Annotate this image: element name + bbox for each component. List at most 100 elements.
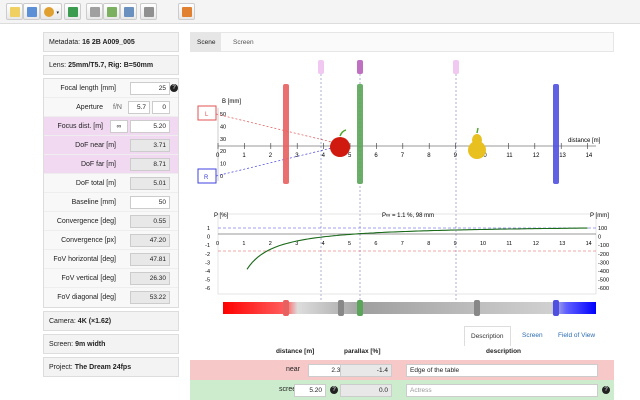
grid-icon <box>182 7 192 17</box>
screen-distance-input[interactable]: 5.20 <box>294 384 326 397</box>
fov-h-label: FoV horizontal [deg] <box>53 256 116 263</box>
parallax-right-tick: -300 <box>598 260 609 266</box>
distance-tick-label: 14 <box>586 153 593 159</box>
table-row-near[interactable]: near 2.30 -1.4 Edge of the table <box>190 360 614 380</box>
near-handle[interactable] <box>283 300 289 316</box>
distance-tick-label: 6 <box>374 153 378 159</box>
tools-button[interactable] <box>140 3 157 20</box>
camera-value: 4K (×1.62) <box>77 318 112 325</box>
lens-panel[interactable]: Lens: 25mm/T5.7, Rig: B=50mm <box>43 55 179 75</box>
dof-near-handle[interactable] <box>338 300 344 316</box>
help-icon[interactable]: ? <box>170 84 178 92</box>
tab-screen-detail[interactable]: Screen <box>522 332 543 339</box>
parallax-left-tick: 1 <box>207 226 210 232</box>
parallax-left-tick: -2 <box>205 252 210 258</box>
tab-screen[interactable]: Screen <box>233 39 254 46</box>
aperture-extra-input[interactable]: 0 <box>152 101 170 114</box>
tools-icon <box>144 7 154 17</box>
parallax-left-label: P [%] <box>214 213 229 219</box>
screen-description-input[interactable]: Actress <box>406 384 598 397</box>
focus-marker[interactable] <box>357 60 363 74</box>
right-camera[interactable]: R <box>197 168 217 184</box>
distance-tick-label: 0 <box>216 153 220 159</box>
open-button[interactable] <box>23 3 40 20</box>
focus-infinity-button[interactable]: ∞ <box>110 120 128 133</box>
focus-dist-label: Focus dist. [m] <box>57 123 103 130</box>
far-handle[interactable] <box>553 300 559 316</box>
camera-label: Camera: <box>49 318 76 325</box>
focal-length-input[interactable]: 25 <box>130 82 170 95</box>
row-name: near <box>285 366 300 373</box>
recent-button[interactable]: ▾ <box>40 3 62 20</box>
dof-far-row: DoF far [m] 8.71 <box>44 155 178 174</box>
google-drive-button[interactable] <box>64 3 81 20</box>
new-button[interactable] <box>6 3 23 20</box>
distance-tick-label: 5 <box>348 153 352 159</box>
project-panel[interactable]: Project: The Dream 24fps <box>43 357 179 377</box>
table-row-screen[interactable]: screen 5.20 ? 0.0 Actress ? <box>190 380 614 400</box>
parallax-right-tick: -400 <box>598 269 609 275</box>
parallax-right-tick: 100 <box>598 226 607 232</box>
focus-marker-near[interactable] <box>318 60 324 74</box>
row-name: screen <box>278 386 300 393</box>
open-icon <box>27 7 37 17</box>
near-description-input[interactable]: Edge of the table <box>406 364 598 377</box>
convergence-px-label: Convergence [px] <box>61 237 116 244</box>
toolbar: ▾ <box>0 0 640 24</box>
help-icon[interactable]: ? <box>602 386 610 394</box>
tab-scene[interactable]: Scene <box>191 33 222 52</box>
eject-button[interactable] <box>86 3 103 20</box>
aperture-input[interactable]: 5.7 <box>128 101 150 114</box>
parallax-x-tick: 3 <box>295 241 298 247</box>
fov-h-value: 47.81 <box>130 253 170 266</box>
parallax-ticks: 10-1-2-3-4-5-61000-100-200-300-400-500-6… <box>205 226 609 292</box>
tab-description[interactable]: Description <box>464 326 511 346</box>
baseline-label: Baseline [mm] <box>71 199 116 206</box>
dof-far-handle[interactable] <box>474 300 480 316</box>
google-icon <box>68 7 78 17</box>
header-description: description <box>486 348 522 355</box>
new-icon <box>10 7 20 17</box>
apple-icon[interactable] <box>330 129 350 157</box>
dof-total-value: 5.01 <box>130 177 170 190</box>
fov-h-row: FoV horizontal [deg] 47.81 <box>44 250 178 269</box>
baseline-input[interactable]: 50 <box>130 196 170 209</box>
parallax-left-tick: -6 <box>205 286 210 292</box>
b-tick-label: 10 <box>220 162 226 168</box>
pear-icon[interactable] <box>468 127 486 159</box>
metadata-label: Metadata: <box>49 39 81 46</box>
parallax-x-tick: 6 <box>374 241 377 247</box>
parallax-left-tick: -3 <box>205 260 210 266</box>
detail-tabs: Description Screen Field of View <box>464 326 614 346</box>
tab-field-of-view[interactable]: Field of View <box>558 332 596 339</box>
parallax-infinity-label: P∞ = 1.1 %, 98 mm <box>382 213 434 219</box>
baseline-row: Baseline [mm] 50 <box>44 193 178 212</box>
parallax-x-tick: 8 <box>427 241 430 247</box>
focus-dist-input[interactable]: 5.20 <box>130 120 170 133</box>
screen-panel[interactable]: Screen: 9m width <box>43 334 179 354</box>
b-tick-label: 0 <box>220 174 223 180</box>
recent-icon <box>44 7 54 17</box>
move-button[interactable] <box>120 3 137 20</box>
metadata-panel[interactable]: Metadata: 16 2B A009_005 <box>43 32 179 52</box>
left-camera[interactable]: L <box>197 105 217 121</box>
depth-color-bar <box>223 302 596 314</box>
far-plane[interactable] <box>553 84 559 184</box>
move-icon <box>124 7 134 17</box>
convergence-deg-value: 0.55 <box>130 215 170 228</box>
camera-panel[interactable]: Camera: 4K (×1.62) <box>43 311 179 331</box>
b-tick-label: 40 <box>220 124 226 130</box>
b-tick-label: 20 <box>220 149 226 155</box>
help-icon[interactable]: ? <box>330 386 338 394</box>
parallax-right-tick: -500 <box>598 278 609 284</box>
focus-marker-far[interactable] <box>453 60 459 74</box>
near-plane[interactable] <box>283 84 289 184</box>
b-tick-label: 50 <box>220 112 226 118</box>
screen-plane[interactable] <box>357 84 363 184</box>
grid-button[interactable] <box>178 3 195 20</box>
fov-v-row: FoV vertical [deg] 26.30 <box>44 269 178 288</box>
screen-handle[interactable] <box>357 300 363 316</box>
view-tabs: Scene Screen <box>190 32 614 52</box>
upload-button[interactable] <box>103 3 120 20</box>
